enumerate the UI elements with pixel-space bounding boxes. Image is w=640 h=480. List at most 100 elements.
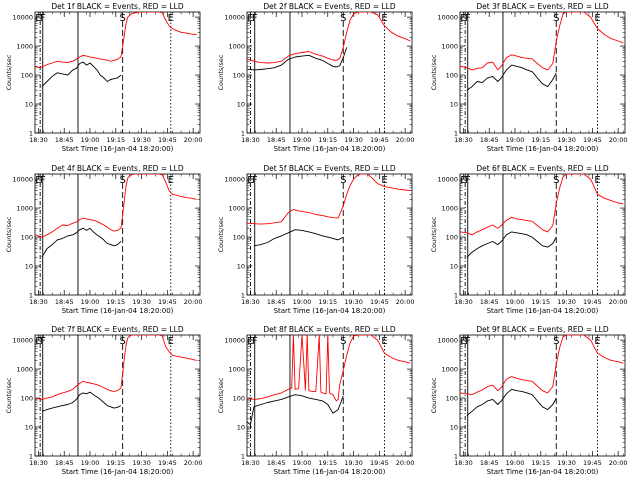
x-tick-label: 19:15 [106, 136, 125, 144]
panel-title: Det 4f BLACK = Events, RED = LLD [51, 164, 184, 173]
panel-title: Det 6f BLACK = Events, RED = LLD [476, 164, 609, 173]
marker-letter: E [35, 13, 41, 24]
panel-det-1: Det 1f BLACK = Events, RED = LLD 1 10 100 10… [5, 2, 202, 153]
marker-letter: F [465, 13, 471, 24]
y-tick-label: 1000 [441, 204, 458, 212]
marker-letter: F [40, 13, 46, 24]
x-tick-label: 20:00 [396, 136, 415, 144]
plot-frame [34, 11, 201, 134]
x-tick-label: 19:45 [583, 136, 602, 144]
marker-letter: E [168, 175, 174, 186]
y-axis-label: Counts/sec [217, 377, 225, 413]
y-axis-label: Counts/sec [430, 216, 438, 252]
x-tick-label: 18:45 [267, 298, 286, 306]
x-tick-label: 18:30 [29, 459, 48, 467]
series-lld-line [35, 12, 197, 69]
x-tick-label: 18:45 [267, 459, 286, 467]
marker-letter: E [247, 336, 253, 347]
x-tick-label: 19:15 [531, 459, 550, 467]
x-tick-label: 20:00 [184, 298, 203, 306]
plot-frame [246, 11, 413, 134]
x-tick-label: 19:45 [370, 459, 389, 467]
panel-title: Det 7f BLACK = Events, RED = LLD [51, 325, 184, 334]
x-tick-label: 19:00 [81, 459, 100, 467]
x-tick-label: 20:00 [396, 459, 415, 467]
x-axis-label: Start Time (16-Jan-04 18:20:00) [487, 145, 599, 153]
marker-letter: E [247, 175, 253, 186]
panel-det-3: Det 3f BLACK = Events, RED = LLD 1 10 100 10… [430, 2, 627, 153]
x-tick-label: 18:45 [480, 298, 499, 306]
series-group [247, 335, 411, 426]
y-axis-label: Counts/sec [430, 54, 438, 90]
series-lld-line [460, 12, 624, 71]
series-events-line [466, 231, 557, 258]
panel-det-4: Det 4f BLACK = Events, RED = LLD 1 10 100 10… [5, 164, 202, 315]
marker-letter: F [465, 336, 471, 347]
x-tick-label: 19:30 [132, 136, 151, 144]
x-tick-label: 19:30 [557, 459, 576, 467]
x-tick-label: 19:30 [344, 136, 363, 144]
marker-letter: E [381, 13, 387, 24]
x-axis-label: Start Time (16-Jan-04 18:20:00) [62, 307, 174, 315]
x-tick-label: 18:45 [480, 459, 499, 467]
y-tick-label: 1 [241, 291, 245, 299]
marker-letter: E [460, 13, 466, 24]
x-tick-label: 20:00 [609, 136, 628, 144]
marker-letter: S [340, 175, 346, 186]
y-tick-label: 1 [454, 291, 458, 299]
y-tick-label: 100 [446, 71, 458, 79]
y-tick-label: 1 [241, 129, 245, 137]
x-tick-label: 19:30 [557, 298, 576, 306]
y-tick-label: 10 [237, 423, 245, 431]
x-axis-label: Start Time (16-Jan-04 18:20:00) [274, 468, 386, 476]
series-events-line [41, 227, 122, 258]
x-tick-label: 19:00 [293, 136, 312, 144]
panel-det-9: Det 9f BLACK = Events, RED = LLD 1 10 100 10… [430, 325, 627, 476]
series-events-line [466, 64, 557, 91]
y-tick-label: 10 [237, 262, 245, 270]
x-tick-label: 18:30 [454, 136, 473, 144]
y-tick-label: 10 [450, 423, 458, 431]
series-group [35, 12, 197, 87]
x-tick-label: 20:00 [396, 298, 415, 306]
y-tick-label: 10000 [437, 13, 458, 21]
x-tick-label: 19:30 [344, 298, 363, 306]
x-tick-label: 19:15 [318, 298, 337, 306]
series-events-line [41, 391, 122, 412]
y-tick-label: 100 [233, 71, 245, 79]
marker-letter: F [40, 336, 46, 347]
y-tick-label: 10000 [437, 336, 458, 344]
x-tick-label: 20:00 [609, 459, 628, 467]
series-events-line [247, 47, 348, 71]
series-events-line [247, 394, 344, 426]
plot-frame [34, 334, 201, 457]
y-tick-label: 1000 [228, 365, 245, 373]
marker-letter: E [381, 175, 387, 186]
x-tick-label: 18:45 [267, 136, 286, 144]
y-tick-label: 100 [21, 71, 33, 79]
marker-letter: S [553, 336, 559, 347]
y-tick-label: 10000 [12, 13, 33, 21]
panel-title: Det 1f BLACK = Events, RED = LLD [51, 2, 184, 11]
y-tick-label: 1 [29, 452, 33, 460]
y-tick-label: 1 [29, 129, 33, 137]
y-tick-label: 10000 [224, 336, 245, 344]
x-tick-label: 19:30 [132, 459, 151, 467]
marker-letter: F [465, 175, 471, 186]
marker-letter: E [594, 13, 600, 24]
y-tick-label: 1000 [441, 365, 458, 373]
series-group [247, 174, 411, 247]
panel-title: Det 8f BLACK = Events, RED = LLD [263, 325, 396, 334]
x-tick-label: 19:00 [293, 459, 312, 467]
x-tick-label: 18:30 [241, 136, 260, 144]
x-tick-label: 20:00 [184, 459, 203, 467]
panel-title: Det 2f BLACK = Events, RED = LLD [263, 2, 396, 11]
marker-letter: S [553, 13, 559, 24]
y-axis-label: Counts/sec [217, 216, 225, 252]
y-axis-label: Counts/sec [217, 54, 225, 90]
series-group [35, 335, 197, 412]
x-tick-label: 19:00 [293, 298, 312, 306]
x-tick-label: 18:30 [454, 298, 473, 306]
